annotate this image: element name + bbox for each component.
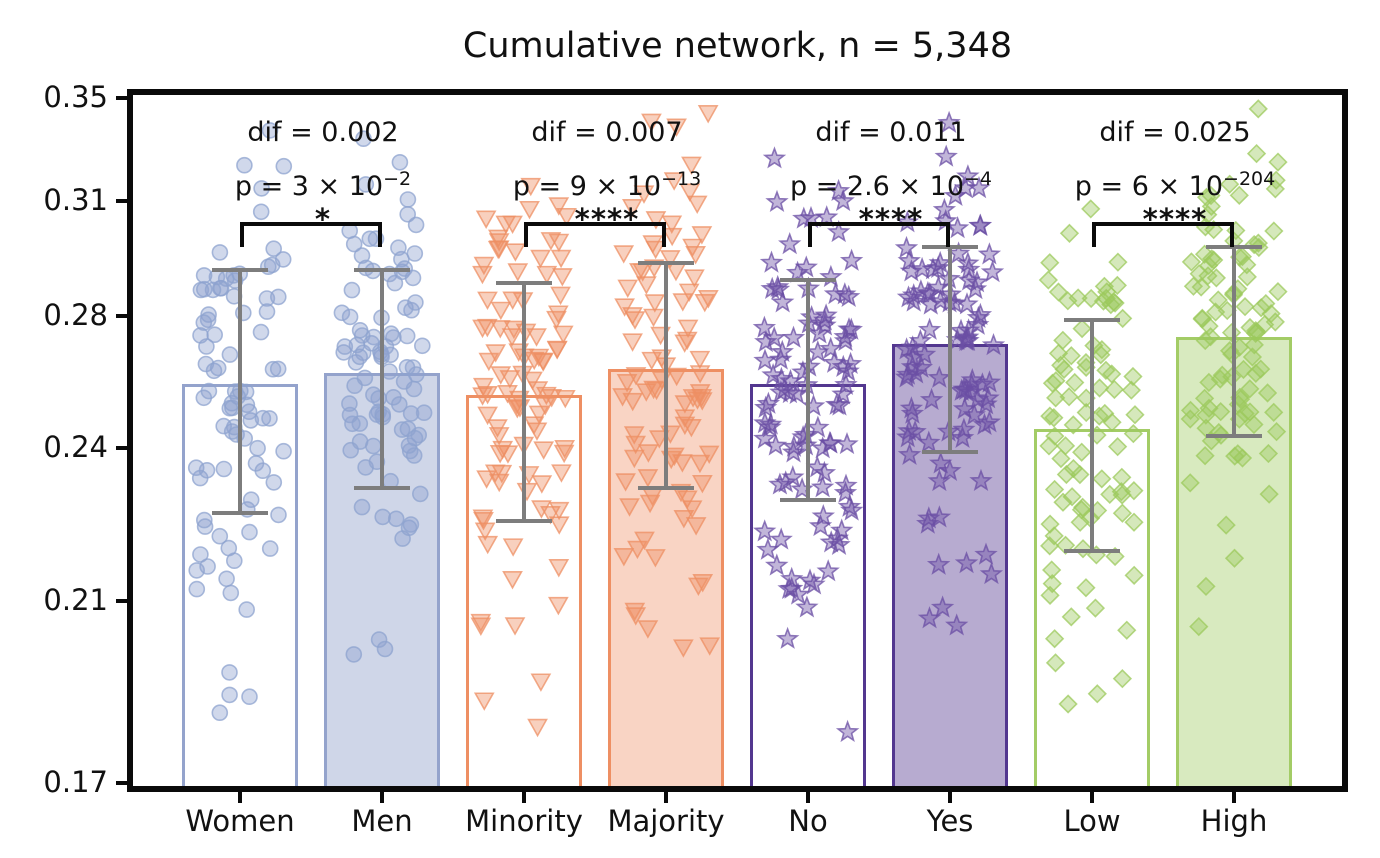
error-bar-cap (354, 267, 410, 272)
error-bar-women (238, 269, 242, 513)
significance-bracket-end (946, 222, 950, 247)
x-tick-label: No (788, 804, 828, 838)
error-bar-high (1232, 247, 1236, 437)
error-bar-cap (354, 486, 410, 491)
error-bar-cap (1206, 245, 1262, 250)
dif-label: dif = 0.007 (531, 117, 683, 148)
chart-title: Cumulative network, n = 5,348 (462, 26, 1013, 66)
x-tick-label: Women (185, 804, 295, 838)
y-tick-label: 0.31 (43, 182, 108, 217)
dif-label: dif = 0.011 (815, 117, 967, 148)
error-bar-no (806, 279, 810, 501)
x-tick-label: Yes (926, 804, 974, 838)
pair-annotation-2: dif = 0.007 p = 9 × 10−13 **** (447, 117, 767, 236)
y-tick-mark (116, 598, 127, 603)
error-bar-low (1090, 319, 1094, 552)
significance-stars: **** (1142, 202, 1208, 236)
p-value-label: p = 6 × 10−204 (1074, 168, 1276, 202)
significance-bracket-end (240, 222, 244, 247)
y-tick-label: 0.21 (43, 582, 108, 617)
p-value-label: p = 2.6 × 10−4 (789, 168, 993, 202)
x-tick-mark (948, 792, 952, 803)
x-tick-mark (1090, 792, 1094, 803)
y-tick-mark (116, 96, 127, 100)
significance-bracket (808, 222, 950, 226)
x-tick-mark (664, 792, 668, 803)
plot-area (133, 95, 1342, 786)
significance-bracket-end (524, 222, 528, 247)
error-bar-cap (212, 510, 268, 515)
y-tick-label: 0.28 (43, 298, 108, 333)
x-tick-label: High (1200, 804, 1268, 838)
y-tick-mark (116, 446, 127, 451)
scatter-points-high (1180, 99, 1288, 637)
significance-bracket-end (1092, 222, 1096, 247)
x-tick-mark (806, 792, 810, 803)
x-tick-label: Minority (465, 804, 583, 838)
pair-annotation-3: dif = 0.011 p = 2.6 × 10−4 **** (731, 117, 1051, 236)
significance-bracket (240, 222, 382, 226)
x-tick-label: Low (1063, 804, 1121, 838)
error-bar-cap (496, 519, 552, 524)
error-bar-cap (780, 498, 836, 503)
error-bar-minority (522, 282, 526, 522)
significance-stars: * (314, 202, 332, 236)
error-bar-cap (638, 486, 694, 491)
y-tick-label: 0.35 (43, 80, 108, 114)
significance-bracket (524, 222, 666, 226)
p-value-label: p = 3 × 10−2 (234, 168, 412, 202)
scatter-points-majority (612, 105, 721, 658)
x-tick-mark (238, 792, 242, 803)
y-tick-mark (116, 314, 127, 319)
error-bar-men (380, 269, 384, 489)
x-tick-label: Majority (607, 804, 725, 838)
pair-annotation-4: dif = 0.025 p = 6 × 10−204 **** (1015, 117, 1335, 236)
pair-annotation-1: dif = 0.002 p = 3 × 10−2 * (163, 117, 483, 236)
error-bar-cap (922, 245, 978, 250)
error-bar-majority (664, 263, 668, 489)
scatter-points-minority (470, 177, 577, 738)
error-bar-cap (496, 280, 552, 285)
scatter-points-no (752, 146, 864, 743)
significance-stars: **** (858, 202, 924, 236)
scatter-points-yes (894, 110, 1006, 636)
error-bar-cap (1064, 317, 1120, 322)
x-tick-label: Men (351, 804, 413, 838)
scatter-points-low (1038, 199, 1145, 714)
error-bar-cap (1206, 434, 1262, 439)
error-bar-cap (1064, 549, 1120, 554)
p-value-label: p = 9 × 10−13 (512, 168, 702, 202)
dif-label: dif = 0.025 (1099, 117, 1251, 148)
dif-label: dif = 0.002 (247, 117, 399, 148)
x-tick-mark (1232, 792, 1236, 803)
y-tick-mark (116, 781, 127, 785)
error-bar-yes (948, 247, 952, 452)
error-bar-cap (922, 449, 978, 454)
significance-bracket-end (808, 222, 812, 247)
y-tick-label: 0.24 (43, 430, 108, 465)
x-tick-mark (522, 792, 526, 803)
significance-bracket-end (662, 222, 666, 247)
x-tick-mark (380, 792, 384, 803)
y-tick-mark (116, 198, 127, 203)
significance-bracket (1092, 222, 1234, 226)
error-bar-cap (780, 277, 836, 282)
scatter-points-men (333, 130, 433, 663)
significance-stars: **** (574, 202, 640, 236)
y-tick-label: 0.17 (43, 765, 108, 799)
significance-bracket-end (378, 222, 382, 247)
error-bar-cap (638, 261, 694, 266)
significance-bracket-end (1230, 222, 1234, 247)
error-bar-cap (212, 267, 268, 272)
